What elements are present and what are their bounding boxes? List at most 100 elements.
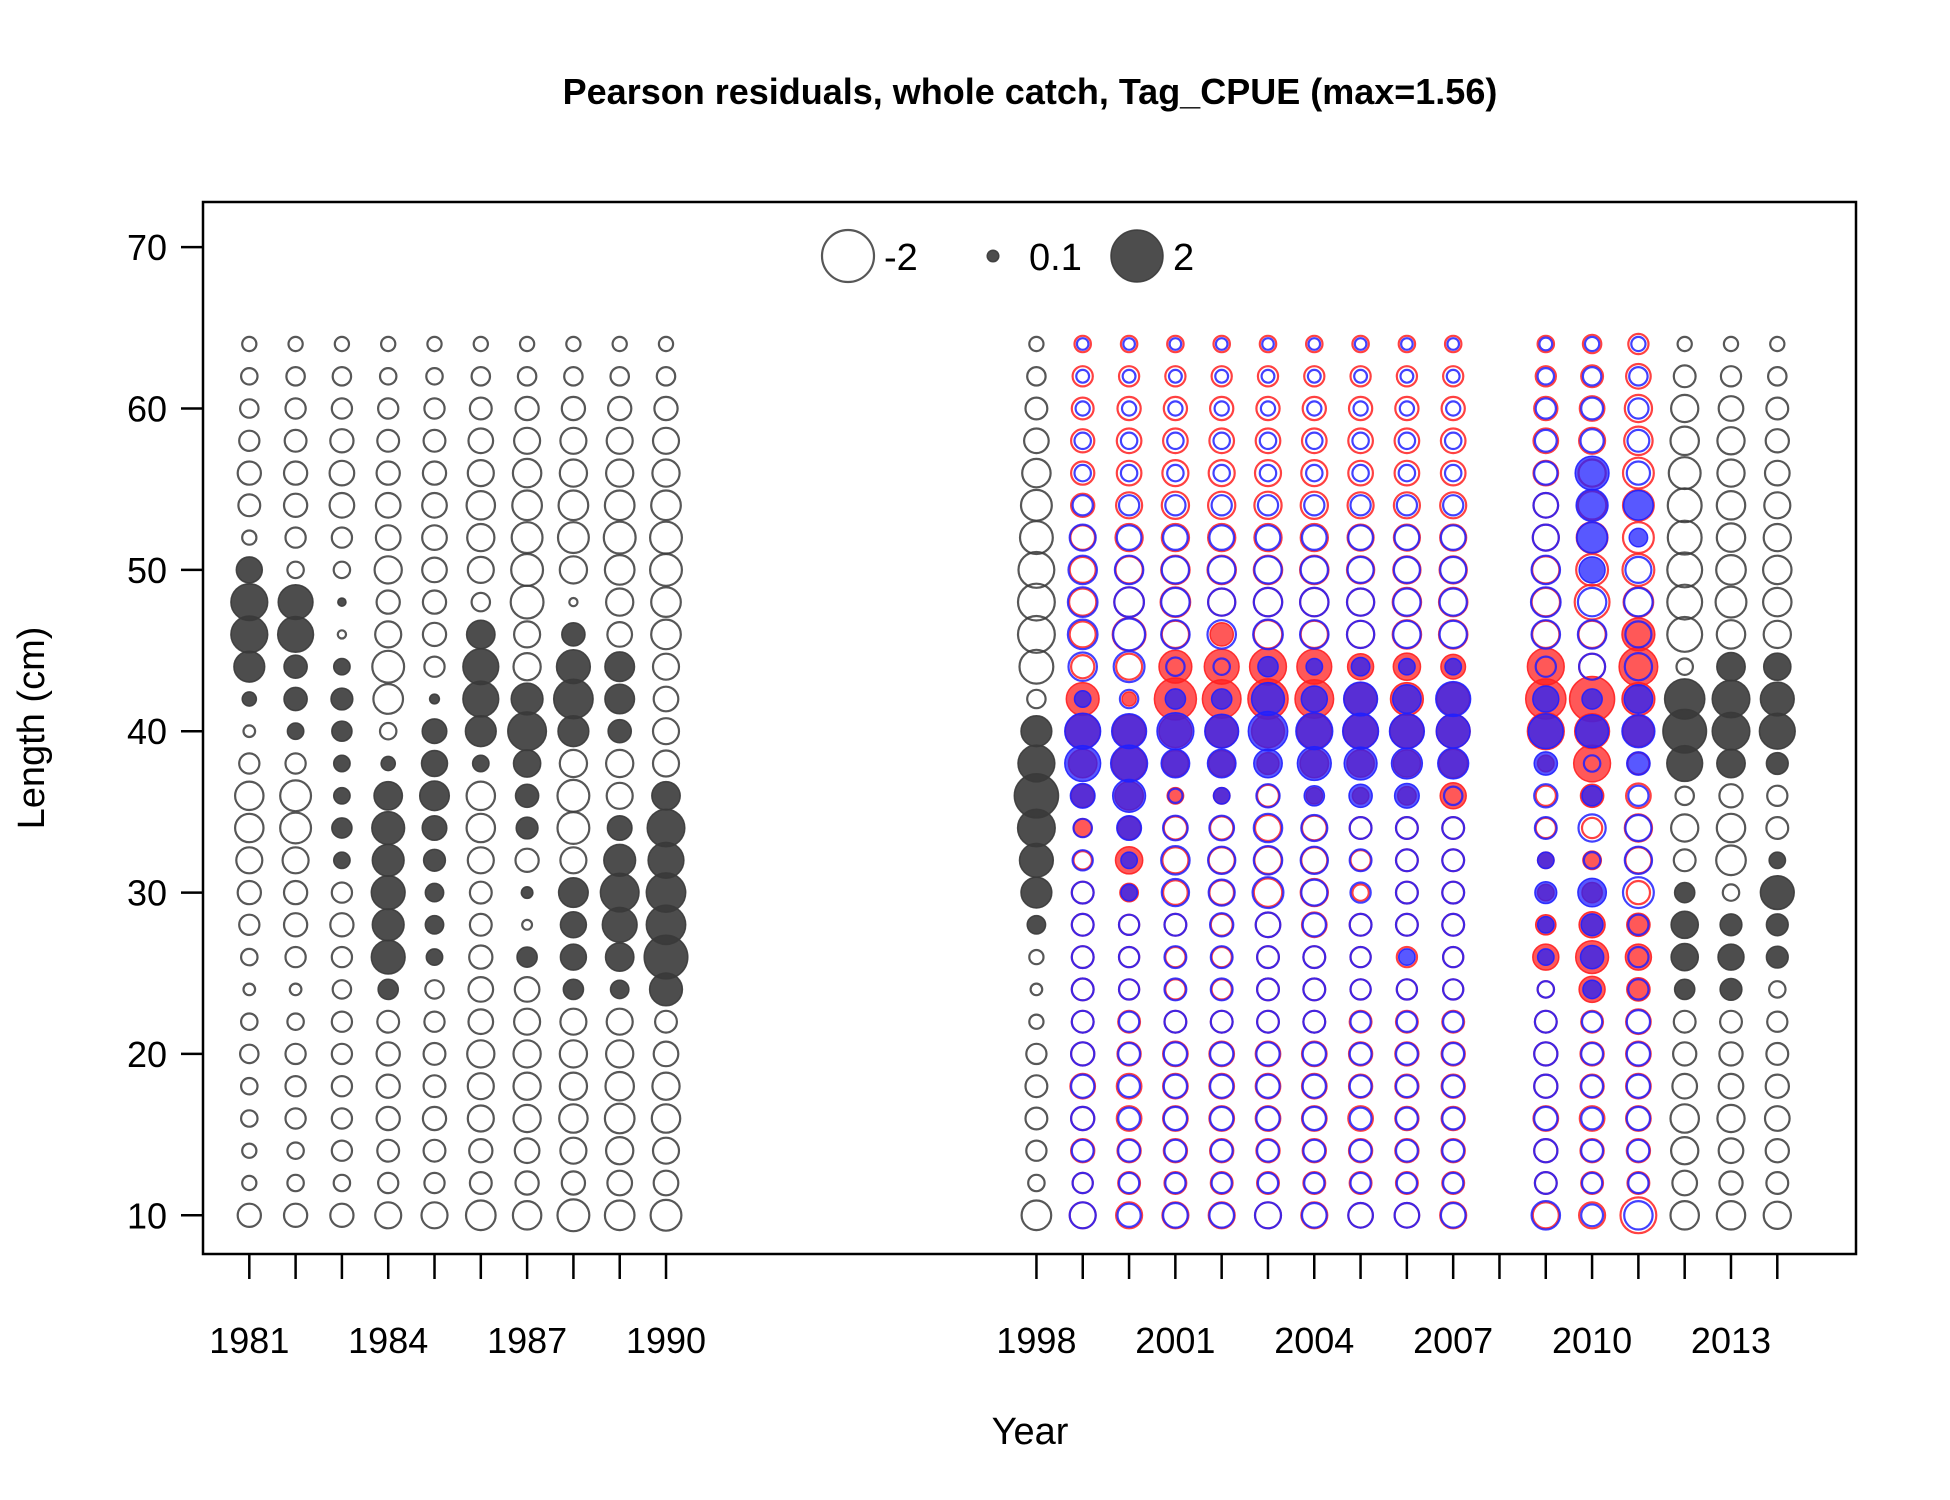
y-axis-label: Length (cm)	[11, 627, 53, 830]
residual-bubble	[236, 1202, 262, 1229]
residual-bubble	[512, 1039, 542, 1069]
residual-bubble	[1533, 1041, 1559, 1067]
residual-bubble	[1028, 1013, 1045, 1030]
residual-bubble	[1399, 368, 1415, 384]
residual-bubble	[1621, 552, 1656, 587]
residual-bubble	[1160, 490, 1191, 520]
residual-bubble	[1022, 427, 1050, 455]
residual-bubble	[651, 1136, 681, 1165]
residual-bubble	[1397, 463, 1417, 483]
residual-bubble	[1395, 1171, 1419, 1195]
residual-bubble	[330, 1074, 354, 1098]
residual-bubble	[1669, 813, 1700, 843]
residual-bubble	[240, 1012, 259, 1031]
residual-bubble	[1533, 1170, 1558, 1195]
residual-bubble	[467, 427, 495, 455]
residual-bubble	[1441, 1010, 1465, 1033]
residual-bubble	[605, 781, 634, 810]
residual-bubble	[1307, 337, 1322, 351]
residual-bubble	[1208, 1105, 1235, 1132]
residual-bubble	[1577, 877, 1608, 908]
residual-bubble	[1069, 654, 1096, 680]
residual-bubble	[1252, 586, 1284, 618]
residual-bubble	[604, 651, 636, 683]
residual-bubble	[286, 722, 305, 741]
residual-bubble	[1121, 368, 1137, 384]
residual-bubble	[1442, 785, 1464, 807]
residual-bubble	[1623, 684, 1654, 714]
residual-bubble	[1252, 877, 1284, 908]
residual-bubble	[285, 365, 306, 387]
residual-bubble	[1209, 977, 1234, 1002]
residual-bubble	[1441, 1171, 1465, 1195]
residual-bubble	[1715, 812, 1747, 844]
residual-bubble	[1765, 815, 1790, 840]
residual-bubble	[1115, 1105, 1143, 1132]
residual-bubble	[1212, 334, 1231, 354]
residual-bubble	[1672, 364, 1697, 389]
residual-bubble	[238, 913, 261, 937]
residual-bubble	[1208, 1073, 1235, 1099]
residual-bubble	[371, 810, 406, 846]
residual-bubble	[1119, 463, 1139, 483]
residual-bubble	[1669, 1200, 1700, 1231]
residual-bubble	[603, 489, 636, 522]
residual-bubble	[1351, 883, 1370, 902]
residual-bubble	[606, 814, 633, 842]
residual-bubble	[282, 1202, 309, 1229]
residual-bubble	[652, 685, 680, 713]
residual-bubble	[1441, 880, 1466, 905]
residual-bubble	[1161, 814, 1189, 842]
residual-bubble	[329, 1202, 355, 1229]
residual-bubble	[1206, 587, 1237, 617]
y-tick-label: 60	[127, 389, 167, 430]
residual-bubble	[466, 522, 496, 553]
residual-bubble	[1392, 555, 1422, 585]
residual-bubble	[1305, 657, 1324, 676]
residual-bubble	[1021, 457, 1052, 489]
residual-bubble	[1444, 657, 1463, 676]
residual-bubble	[1719, 913, 1743, 937]
residual-bubble	[1626, 751, 1651, 776]
residual-bubble	[1716, 748, 1746, 779]
residual-bubble	[465, 489, 497, 521]
residual-bubble	[513, 976, 541, 1003]
residual-bubble	[421, 491, 448, 519]
residual-bubble	[1208, 524, 1236, 551]
residual-bubble	[1261, 337, 1275, 351]
residual-bubble	[1765, 1041, 1790, 1066]
residual-bubble	[603, 1199, 636, 1232]
residual-bubble	[284, 397, 307, 420]
residual-bubble	[1208, 1041, 1235, 1067]
residual-bubble	[1581, 688, 1603, 710]
residual-bubble	[1626, 428, 1651, 453]
residual-bubble	[1441, 848, 1466, 873]
residual-bubble	[1064, 712, 1102, 750]
residual-bubble	[1352, 400, 1369, 417]
residual-bubble	[1064, 744, 1102, 783]
residual-bubble	[559, 911, 588, 939]
residual-bubble	[1580, 913, 1604, 937]
residual-bubble	[1581, 365, 1603, 387]
residual-bubble	[466, 846, 495, 875]
residual-bubble	[1353, 368, 1369, 384]
residual-bubble	[468, 1170, 493, 1195]
residual-bubble	[1300, 813, 1329, 843]
residual-bubble	[234, 780, 265, 812]
residual-bubble	[328, 491, 356, 519]
residual-bubble	[1435, 713, 1471, 749]
residual-bubble	[1067, 554, 1098, 586]
residual-bubble	[1163, 945, 1188, 970]
residual-bubble	[1536, 366, 1556, 386]
residual-bubble	[241, 691, 258, 707]
residual-bubble	[657, 335, 675, 353]
y-tick-label: 30	[127, 873, 167, 914]
residual-bubble	[1025, 1042, 1048, 1066]
residual-bubble	[1301, 1105, 1328, 1132]
residual-bubble	[421, 460, 448, 486]
residual-bubble	[1255, 395, 1281, 422]
residual-bubble	[1526, 647, 1565, 686]
residual-bubble	[1164, 365, 1187, 388]
residual-bubble	[1717, 1137, 1745, 1165]
residual-bubble	[1161, 846, 1190, 875]
